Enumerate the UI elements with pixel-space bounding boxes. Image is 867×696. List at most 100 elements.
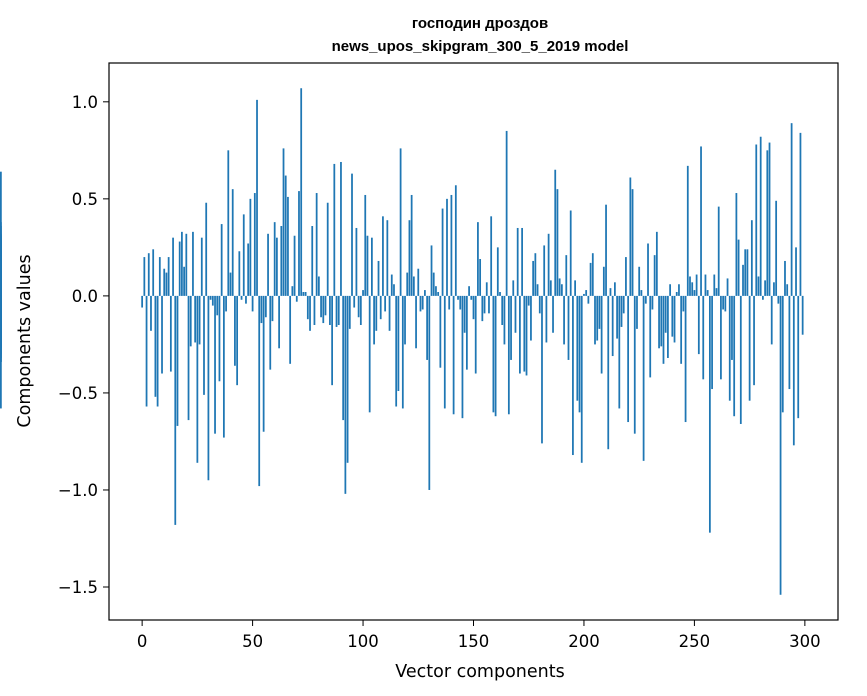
bar [337,295,340,325]
bar [165,272,168,296]
bar [519,295,521,374]
bar [282,148,285,296]
bar [399,148,402,296]
bar [728,295,731,401]
plot-frame [108,62,839,621]
bar [417,268,420,296]
bar [514,295,517,333]
bar [251,295,254,312]
bar [700,146,702,296]
bar [408,220,411,296]
bar [207,295,210,481]
bar [616,295,618,339]
bar [320,295,322,318]
bar [452,295,455,415]
x-tick-label: 50 [242,632,263,651]
bar [364,194,367,296]
bar [174,295,177,525]
bar [523,295,526,372]
bar [209,295,212,300]
bar [744,249,747,296]
bar [689,276,691,296]
bar [340,161,342,296]
bar [651,295,654,310]
bar [664,295,667,333]
bar [404,295,406,345]
x-tick-label: 0 [137,632,148,651]
bar [614,282,616,296]
bar [269,295,272,370]
bar [176,295,179,426]
bar [507,295,510,415]
bar [574,280,576,296]
bar [152,249,155,296]
bar [678,284,680,296]
bar [346,295,349,463]
y-tick-label: −1.5 [58,578,98,597]
bar [322,295,325,324]
bar [742,264,744,296]
bar [258,295,261,487]
bar [412,276,415,296]
bar [726,278,729,296]
bar [386,220,389,296]
bar [708,295,711,533]
bar [256,99,258,296]
bar [203,295,205,395]
bar [362,290,364,296]
bar [567,295,570,360]
bar [459,295,462,310]
bar [196,295,199,463]
bar [335,295,338,327]
bar [602,266,605,296]
bar [309,295,311,331]
bar [521,227,523,296]
bar [503,295,506,345]
bar [415,295,417,349]
bar [622,295,625,314]
bar [625,257,627,296]
bar [481,295,484,322]
bar [245,295,247,304]
bar [642,295,645,461]
y-axis-label: Components values [15,254,35,427]
bar [419,295,422,312]
bar [448,295,451,310]
bar [795,247,797,296]
bar [556,189,559,296]
bar [220,224,223,296]
bar [547,233,550,296]
bar [660,295,663,347]
bar [474,295,477,374]
bar [234,295,236,366]
bar [501,295,504,325]
bar [585,290,588,296]
bar [388,295,391,331]
bar [293,235,296,296]
bar [454,185,457,296]
bar [227,150,230,296]
bar [686,165,689,296]
x-tick-label: 150 [458,632,490,651]
bar [773,282,775,296]
bar [706,290,709,296]
bar [430,245,433,296]
bar [158,257,161,296]
bar [401,295,404,409]
bar [304,292,307,296]
bar [428,295,431,490]
bar [161,295,163,374]
bar [154,295,157,397]
bar [424,290,426,296]
bar [465,295,468,370]
bar [565,255,568,296]
bar [640,290,643,296]
bar [280,226,283,296]
bar [516,227,519,296]
bar [653,255,656,296]
bar [627,295,630,423]
bar [253,193,256,296]
bar [141,295,144,308]
bar [150,295,152,331]
